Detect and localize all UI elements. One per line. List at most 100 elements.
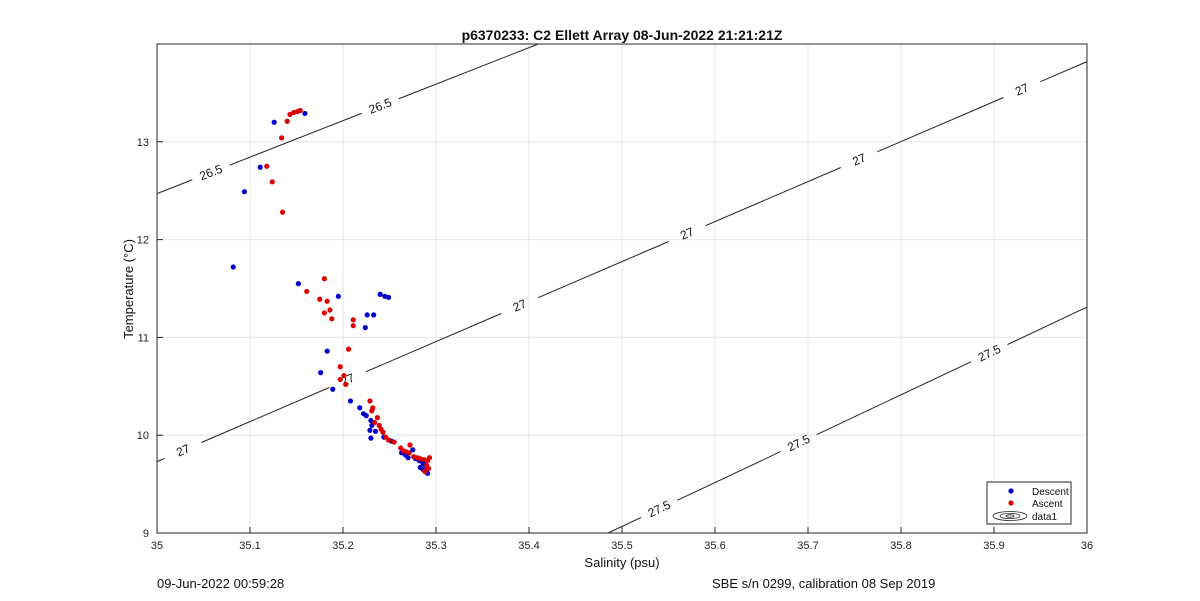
ascent-point <box>376 422 382 429</box>
ascent-point <box>372 419 378 426</box>
x-tick-label: 35.5 <box>611 540 632 552</box>
ascent-point <box>279 135 285 141</box>
contour-line <box>365 313 502 373</box>
contour-line <box>1040 61 1088 83</box>
contour-label: 26.5 <box>367 95 394 117</box>
x-axis-label: Salinity (psu) <box>584 555 659 570</box>
contour-label: 27 <box>1013 80 1031 98</box>
ascent-point <box>369 408 375 414</box>
descent-point <box>330 386 336 392</box>
descent-point <box>302 110 308 117</box>
descent-point <box>371 312 377 318</box>
descent-point <box>362 325 368 331</box>
ascent-point <box>287 111 293 118</box>
ascent-point <box>341 372 347 379</box>
x-tick-label: 35.4 <box>518 540 539 552</box>
ascent-point <box>425 465 432 472</box>
descent-point <box>230 264 236 270</box>
contour-label: 26.5 <box>198 162 225 184</box>
contour-line <box>705 167 841 227</box>
ascent-point <box>391 439 397 445</box>
ascent-point <box>321 276 327 282</box>
ascent-point <box>329 316 335 322</box>
legend-data1-label: data1 <box>1032 512 1057 523</box>
contour-line <box>398 43 539 100</box>
ascent-point <box>343 381 349 387</box>
data-points <box>230 107 433 476</box>
legend-descent-label: Descent <box>1032 487 1069 498</box>
descent-point <box>318 370 324 376</box>
descent-point <box>357 405 363 411</box>
y-tick-label: 9 <box>143 528 149 540</box>
ascent-point <box>269 179 275 185</box>
x-tick-label: 35.7 <box>797 540 818 552</box>
descent-point <box>367 427 373 433</box>
x-tick-label: 35.9 <box>983 540 1004 552</box>
contour-line <box>537 241 669 299</box>
x-tick-label: 35.1 <box>239 540 260 552</box>
ascent-point <box>297 107 303 114</box>
descent-point <box>347 398 354 404</box>
descent-point <box>385 294 392 300</box>
contour-label: 27 <box>511 296 529 314</box>
contour-label: 27.5 <box>976 342 1003 365</box>
ascent-point <box>317 296 323 302</box>
descent-point <box>364 312 370 318</box>
ascent-point <box>350 317 356 323</box>
descent-point <box>295 281 301 287</box>
descent-point <box>271 119 277 125</box>
ascent-point <box>385 437 392 443</box>
contour-line <box>156 179 193 195</box>
x-tick-label: 36 <box>1081 540 1093 552</box>
ascent-point <box>350 323 356 329</box>
descent-point <box>410 447 416 453</box>
descent-point <box>335 293 341 299</box>
y-axis-label: Temperature (°C) <box>121 239 136 339</box>
chart-title: p6370233: C2 Ellett Array 08-Jun-2022 21… <box>462 27 783 43</box>
contour-line <box>229 112 362 166</box>
axis-ticks: 35 35.1 35.2 35.3 35.4 35.5 35.6 35.7 35.8 35.9 36… <box>137 137 1093 552</box>
contour-label: 27 <box>850 150 868 168</box>
y-tick-label: 12 <box>137 235 149 247</box>
ascent-point <box>345 346 352 352</box>
ascent-point <box>337 364 343 370</box>
ascent-point <box>374 414 381 421</box>
x-tick-label: 35.6 <box>704 540 725 552</box>
contour-line <box>201 387 330 443</box>
x-tick-label: 35.8 <box>890 540 911 552</box>
contour-line <box>677 451 781 501</box>
descent-point <box>241 189 248 195</box>
ascent-point <box>406 450 412 456</box>
contour-label: 27 <box>174 441 192 459</box>
legend-contour-icon <box>999 513 1021 520</box>
grid-layer <box>156 44 1088 534</box>
ascent-point <box>367 398 373 404</box>
ascent-point <box>321 310 327 316</box>
contour-line <box>156 457 165 463</box>
ascent-point <box>380 429 386 435</box>
contour-line <box>1007 306 1088 346</box>
ascent-point <box>327 307 333 313</box>
y-tick-label: 11 <box>138 332 149 344</box>
descent-point <box>324 348 330 354</box>
footer-calibration: SBE s/n 0299, calibration 08 Sep 2019 <box>712 576 936 591</box>
x-tick-label: 35.2 <box>332 540 353 552</box>
legend-descent-marker <box>1008 488 1014 494</box>
descent-point <box>363 413 369 419</box>
x-tick-label: 35.3 <box>425 540 446 552</box>
descent-point <box>377 291 383 297</box>
contour-line <box>816 361 972 435</box>
legend-ascent-marker <box>1008 500 1014 506</box>
descent-point <box>405 455 411 461</box>
descent-point <box>368 435 374 441</box>
contour-label: 27.5 <box>646 497 673 520</box>
legend-contour-icon <box>1005 514 1015 518</box>
ascent-point <box>279 209 286 215</box>
contour-label: 27 <box>678 224 696 242</box>
y-tick-label: 10 <box>137 430 149 442</box>
y-tick-label: 13 <box>137 137 149 149</box>
ascent-point <box>284 118 290 124</box>
x-tick-label: 35 <box>151 540 163 552</box>
ascent-point <box>304 288 310 295</box>
